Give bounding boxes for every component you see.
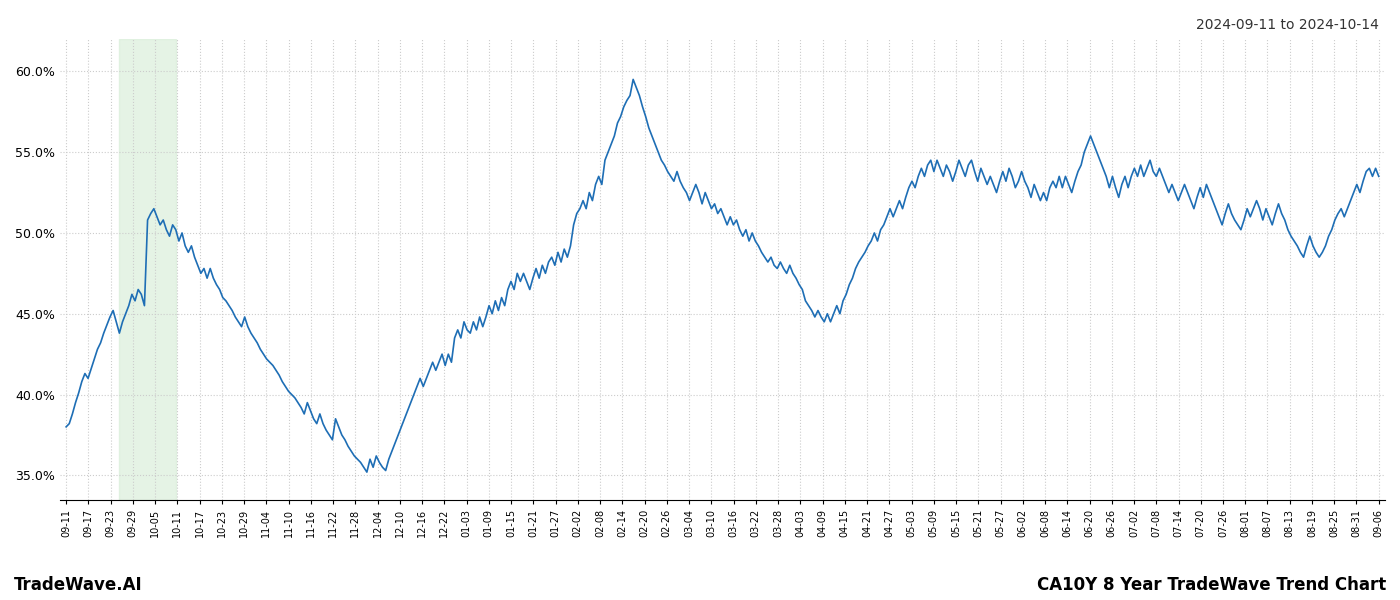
Text: CA10Y 8 Year TradeWave Trend Chart: CA10Y 8 Year TradeWave Trend Chart: [1037, 576, 1386, 594]
Text: TradeWave.AI: TradeWave.AI: [14, 576, 143, 594]
Bar: [119, 39, 176, 500]
Text: 2024-09-11 to 2024-10-14: 2024-09-11 to 2024-10-14: [1196, 18, 1379, 32]
